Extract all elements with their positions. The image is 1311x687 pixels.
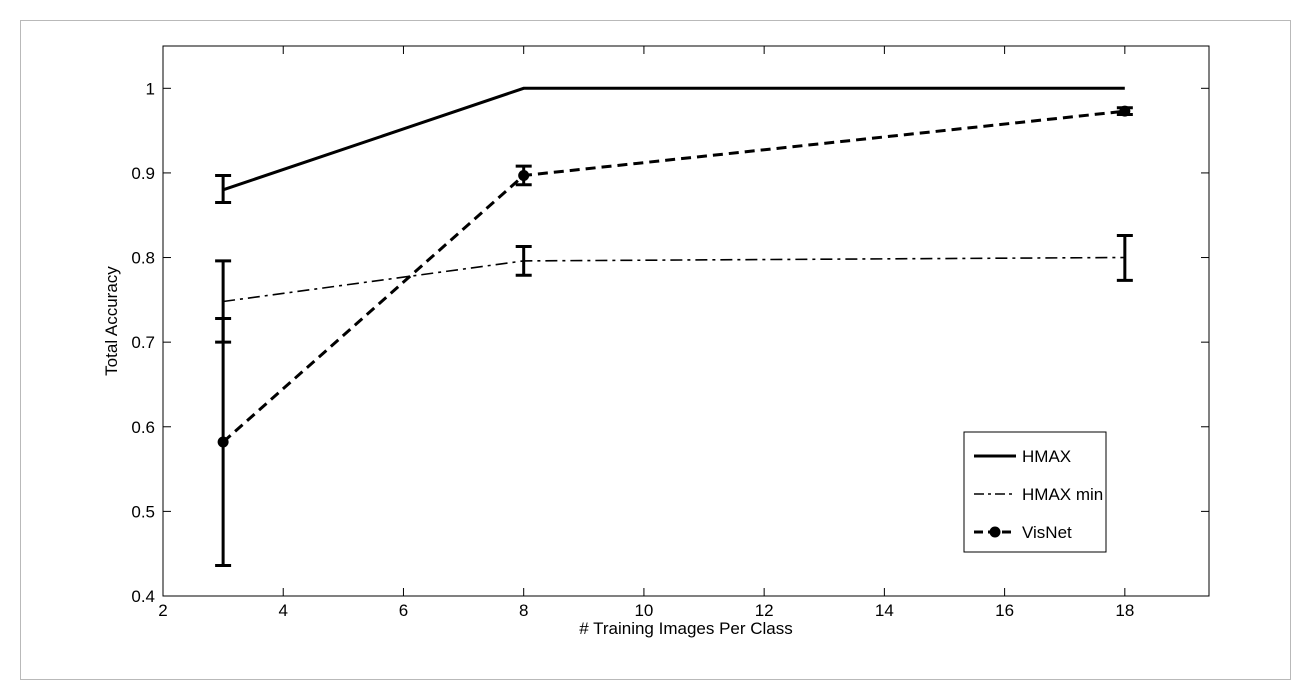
x-tick-label: 18 xyxy=(1115,601,1134,620)
series-line-visnet xyxy=(222,109,1125,444)
y-axis-label: Total Accuracy xyxy=(102,266,121,376)
chart-frame xyxy=(20,20,1291,680)
data-point-visnet xyxy=(217,436,229,448)
series-line-hmax xyxy=(222,86,1125,192)
plot-area-border xyxy=(162,45,1210,597)
legend-label-visnet: VisNet xyxy=(1022,523,1072,542)
x-tick-label: 10 xyxy=(634,601,653,620)
x-tick-label: 12 xyxy=(755,601,774,620)
x-tick-label: 2 xyxy=(158,601,167,620)
y-tick-label: 0.7 xyxy=(131,333,155,352)
legend-marker-visnet xyxy=(989,526,1001,538)
y-tick-label: 1 xyxy=(146,79,155,98)
y-tick-label: 0.8 xyxy=(131,249,155,268)
x-tick-label: 14 xyxy=(875,601,894,620)
y-tick-label: 0.9 xyxy=(131,164,155,183)
legend-box xyxy=(963,431,1107,553)
legend-label-hmax: HMAX xyxy=(1022,447,1071,466)
series-line-hmax-min xyxy=(222,256,1125,303)
series-hmax xyxy=(215,86,1125,205)
y-tick-label: 0.4 xyxy=(131,587,155,606)
x-tick-label: 6 xyxy=(399,601,408,620)
x-tick-label: 8 xyxy=(519,601,528,620)
x-axis-label: # Training Images Per Class xyxy=(579,619,793,638)
series-hmax-min xyxy=(215,234,1133,344)
data-point-visnet xyxy=(1119,105,1131,117)
x-tick-label: 4 xyxy=(278,601,287,620)
series-layer xyxy=(215,86,1133,568)
axes: 2 4 6 8 10 12 14 16 18 0.4 0.5 0.6 0.7 0.8 0.9 1 xyxy=(131,45,1210,620)
y-tick-label: 0.5 xyxy=(131,502,155,521)
legend-label-hmax-min: HMAX min xyxy=(1022,485,1103,504)
data-point-visnet xyxy=(518,169,530,181)
series-visnet xyxy=(215,105,1133,568)
x-tick-label: 16 xyxy=(995,601,1014,620)
legend: HMAX HMAX min VisNet xyxy=(963,431,1107,553)
y-tick-label: 0.6 xyxy=(131,418,155,437)
